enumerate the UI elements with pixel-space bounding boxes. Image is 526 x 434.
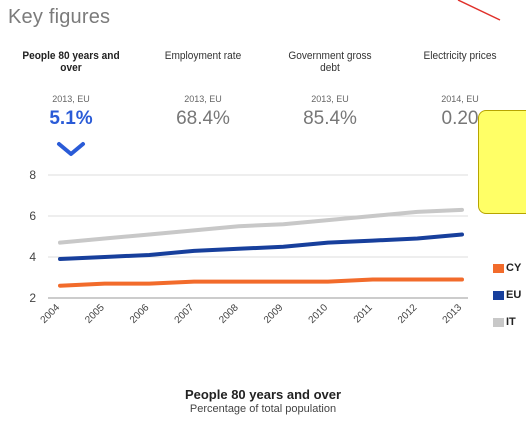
x-tick-label: 2009 [262, 302, 286, 326]
series-line-cy [58, 277, 464, 288]
legend-item-eu[interactable]: EU [493, 289, 521, 301]
metric-label: Employment rate [164, 50, 242, 62]
metric-value: 0.20 [441, 108, 479, 129]
annotation-line [457, 0, 501, 21]
legend-swatch [493, 290, 504, 300]
metric-label: Electricity prices [423, 50, 497, 62]
metric-value: 85.4% [303, 108, 357, 129]
legend-item-it[interactable]: IT [493, 316, 521, 328]
legend-label: IT [506, 316, 516, 328]
metric-government-debt[interactable]: Government gross debt 2013, EU 85.4% [275, 50, 385, 130]
x-tick-label: 2013 [441, 302, 465, 326]
x-tick-label: 2006 [128, 302, 152, 326]
y-tick-label: 2 [29, 291, 36, 305]
metric-value: 68.4% [176, 108, 230, 129]
line-chart: 2 4 6 8 2004 2005 2006 2007 2008 2009 2010 2011 201… [29, 168, 468, 326]
metric-label: Government gross debt [288, 50, 372, 74]
chart-subtitle: Percentage of total population [189, 403, 337, 415]
x-tick-label: 2008 [217, 302, 241, 326]
metric-electricity-prices[interactable]: Electricity prices 2014, EU 0.20 [405, 50, 515, 130]
metric-people-80[interactable]: People 80 years and over 2013, EU 5.1% [10, 50, 132, 130]
metric-period: 2013, EU [311, 94, 349, 104]
page-title: Key figures [8, 6, 111, 28]
legend-swatch [493, 317, 504, 327]
y-tick-label: 4 [29, 250, 36, 264]
chart-caption: People 80 years and over Percentage of t… [0, 387, 526, 415]
metric-period: 2014, EU [441, 94, 479, 104]
series-line-it [58, 207, 464, 245]
metric-period: 2013, EU [184, 94, 222, 104]
x-tick-label: 2010 [307, 302, 331, 326]
chevron-down-icon [57, 142, 85, 156]
x-tick-label: 2007 [173, 302, 197, 326]
x-tick-label: 2011 [352, 302, 375, 325]
chart-title: People 80 years and over [184, 387, 342, 402]
legend-item-cy[interactable]: CY [493, 262, 521, 274]
series-line-eu [58, 232, 464, 262]
highlight-callout-box [478, 110, 526, 214]
y-tick-label: 8 [29, 168, 36, 182]
legend-swatch [493, 263, 504, 273]
legend-label: CY [506, 262, 522, 274]
y-tick-label: 6 [29, 209, 36, 223]
metric-period: 2013, EU [52, 94, 90, 104]
x-tick-label: 2012 [396, 302, 420, 326]
chart-legend: CY EU IT [493, 262, 521, 343]
metric-value: 5.1% [49, 108, 93, 129]
x-tick-label: 2005 [83, 302, 107, 326]
metric-employment-rate[interactable]: Employment rate 2013, EU 68.4% [148, 50, 258, 130]
metric-label: People 80 years and over [22, 50, 120, 74]
legend-label: EU [506, 289, 522, 301]
x-tick-label: 2004 [39, 302, 63, 326]
